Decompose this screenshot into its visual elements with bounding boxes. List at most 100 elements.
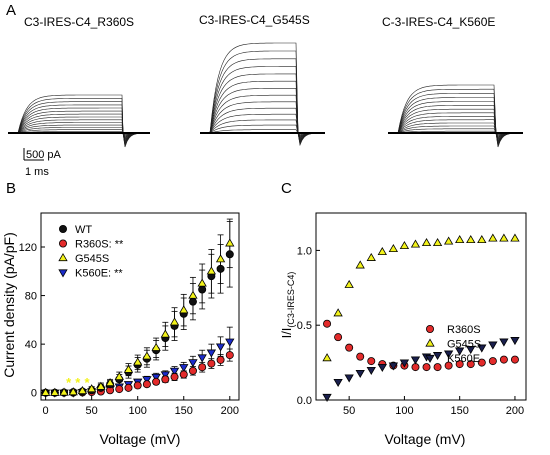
data-point (68, 387, 78, 396)
data-point (114, 371, 124, 381)
current-traces-g545s (200, 42, 326, 147)
data-point (388, 243, 399, 253)
data-point (345, 343, 354, 352)
trace-title-r360s: C3-IRES-C4_R360S (24, 15, 134, 29)
panel-c-legend: R360S G545S K560E (425, 324, 481, 365)
legend-marker (425, 338, 435, 347)
data-point (40, 387, 51, 396)
current-trace (200, 42, 326, 147)
data-point (169, 367, 180, 376)
data-point (86, 384, 97, 393)
data-point (179, 370, 188, 379)
data-point (499, 355, 508, 364)
data-point (421, 237, 432, 247)
data-point (323, 319, 332, 328)
trace-title-g545s: C3-IRES-C4_G545S (199, 13, 310, 27)
x-tick-label: 150 (175, 405, 193, 417)
data-point (188, 297, 197, 306)
data-point (77, 385, 88, 394)
panel-b-plot-area (40, 218, 235, 398)
data-point (225, 238, 235, 247)
panel-b-legend: WT R360S: ** G545S K560E: ** (58, 224, 124, 280)
legend-label: WT (75, 224, 92, 236)
data-point (197, 278, 207, 287)
panel-b-y-label: Current density (pA/pF) (1, 232, 17, 378)
panel-b-annotations: * * * (66, 375, 90, 390)
data-point (422, 363, 431, 372)
data-point (399, 240, 410, 250)
panel-c-plot-area (322, 233, 520, 402)
significance-star: * (66, 375, 72, 390)
legend-label: K560E: ** (75, 268, 123, 280)
data-point (344, 374, 354, 383)
panel-b-frame (40, 212, 240, 401)
data-point (322, 353, 332, 362)
data-point (133, 357, 143, 366)
data-point (366, 252, 376, 261)
current-trace (388, 122, 523, 138)
legend-marker (58, 269, 68, 278)
data-point (488, 357, 497, 366)
current-traces-r360s (8, 94, 151, 148)
data-point (388, 362, 399, 371)
data-point (215, 254, 226, 263)
current-trace (200, 113, 325, 137)
data-point (179, 305, 189, 314)
data-point (410, 239, 421, 248)
x-tick-label: 100 (129, 405, 147, 417)
data-point (152, 377, 161, 386)
data-point (356, 352, 365, 361)
legend-label: K560E (447, 353, 480, 365)
legend-label: G545S (447, 339, 481, 351)
data-point (161, 375, 170, 384)
panel-b-letter: B (6, 180, 16, 197)
data-point (124, 383, 133, 392)
data-point (466, 234, 476, 244)
data-point (216, 355, 225, 364)
current-trace (200, 101, 326, 139)
data-point (355, 369, 365, 379)
data-point (225, 338, 235, 347)
y-tick-label: 0.0 (297, 395, 312, 407)
data-point (225, 250, 234, 259)
data-point (510, 355, 519, 364)
data-point (334, 333, 343, 342)
data-point (188, 366, 197, 375)
y-tick-label: 1.0 (297, 245, 312, 257)
x-tick-label: 200 (506, 405, 524, 417)
data-point (443, 350, 454, 359)
legend-label: G545S (75, 253, 109, 265)
x-tick-label: 200 (221, 405, 239, 417)
current-trace (200, 119, 325, 136)
current-trace (200, 80, 326, 142)
current-trace (388, 84, 524, 148)
data-point (510, 233, 520, 242)
data-point (206, 349, 217, 358)
x-tick-label: 50 (343, 405, 355, 417)
data-point (433, 363, 442, 372)
data-point (366, 366, 376, 376)
legend-label: R360S: ** (75, 239, 124, 251)
data-point (50, 387, 60, 396)
data-point (455, 234, 465, 244)
current-trace (200, 124, 325, 136)
data-point (410, 356, 421, 365)
data-point (198, 285, 207, 294)
scale-bar-time-label: 1 ms (25, 166, 49, 178)
current-trace (200, 88, 326, 141)
legend-marker (59, 239, 68, 248)
data-point (207, 359, 216, 368)
data-point (499, 338, 509, 347)
data-point (133, 381, 142, 390)
data-point (455, 360, 464, 369)
legend-marker (59, 224, 68, 233)
data-point (151, 373, 161, 382)
data-point (455, 347, 465, 356)
panel-c-frame (315, 212, 527, 401)
x-tick-label: 100 (395, 405, 413, 417)
data-point (160, 329, 170, 338)
y-tick-label: 0.5 (297, 320, 312, 332)
data-point (444, 361, 453, 370)
data-point (123, 364, 134, 373)
data-point (477, 344, 487, 353)
